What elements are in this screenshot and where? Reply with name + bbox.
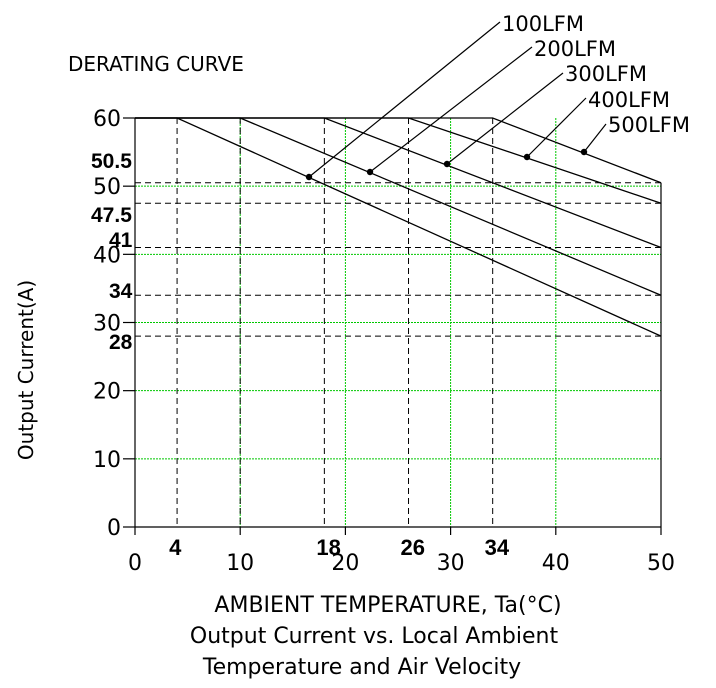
y-tick-label: 60	[93, 107, 121, 132]
chart-title: DERATING CURVE	[68, 52, 244, 76]
x-marked-label: 18	[316, 535, 340, 560]
leader-line	[446, 72, 564, 165]
leader-line	[369, 46, 533, 173]
series-label: 400LFM	[588, 88, 670, 112]
x-axis-label: AMBIENT TEMPERATURE, Ta(°C)	[214, 593, 561, 618]
grid-layer	[135, 118, 661, 527]
x-tick-label: 0	[128, 551, 142, 576]
x-marked-label: 4	[169, 535, 182, 560]
y-marked-label: 50.5	[91, 150, 132, 173]
series-line-500lfm	[135, 117, 662, 184]
series-layer	[135, 117, 662, 337]
series-line-400lfm	[135, 117, 662, 204]
leader-line	[308, 21, 501, 178]
y-marked-label: 28	[109, 331, 133, 354]
y-marked-label: 41	[109, 229, 133, 252]
y-tick-label: 50	[93, 175, 121, 200]
y-marked-label: 47.5	[91, 204, 132, 227]
leader-dot	[443, 160, 451, 168]
x-tick-label: 40	[542, 551, 570, 576]
y-tick-label: 10	[93, 448, 121, 473]
leader-dot	[523, 153, 531, 161]
x-tick-label: 50	[647, 551, 675, 576]
x-tick-label: 10	[226, 551, 254, 576]
y-axis-label: Output Current(A)	[14, 280, 38, 460]
leader-line	[526, 97, 587, 158]
x-marked-label: 34	[485, 535, 510, 560]
axes-layer	[123, 117, 662, 535]
x-tick-label: 30	[437, 551, 465, 576]
y-marked-label: 34	[109, 280, 133, 303]
caption-line-2: Temperature and Air Velocity	[202, 655, 521, 680]
caption-line-1: Output Current vs. Local Ambient	[190, 624, 559, 649]
series-label: 200LFM	[534, 37, 616, 61]
leader-dot	[305, 173, 313, 181]
reference-lines-layer	[135, 118, 661, 527]
series-label: 100LFM	[502, 12, 584, 36]
leader-dot	[366, 168, 374, 176]
leader-dot	[580, 148, 588, 156]
x-tick-label: 20	[331, 551, 359, 576]
series-label: 500LFM	[608, 113, 690, 137]
y-tick-label: 40	[93, 243, 121, 268]
series-label: 300LFM	[565, 62, 647, 86]
leader-line	[583, 123, 607, 153]
series-line-200lfm	[135, 117, 662, 296]
y-tick-label: 0	[107, 516, 121, 541]
x-marked-label: 26	[401, 535, 425, 560]
y-tick-label: 30	[93, 312, 121, 337]
y-tick-label: 20	[93, 380, 121, 405]
